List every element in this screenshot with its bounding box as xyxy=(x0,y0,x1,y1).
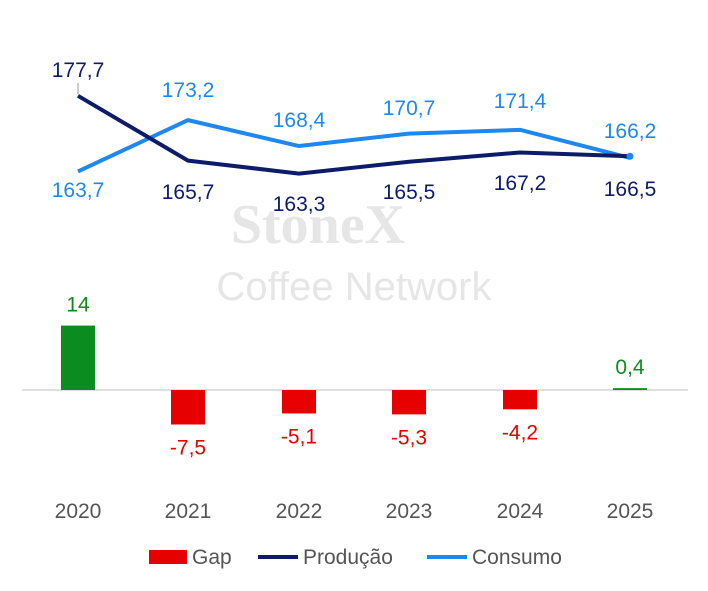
data-labels: 14 -7,5 -5,1 -5,3 -4,2 0,4 177,7 165,7 163,3 165,… xyxy=(52,59,657,460)
x-tick-2024: 2024 xyxy=(497,500,544,523)
producao-label-2024: 167,2 xyxy=(494,172,547,195)
consumo-label-2020: 163,7 xyxy=(52,179,105,202)
gap-label-2022: -5,1 xyxy=(281,425,317,448)
x-tick-2025: 2025 xyxy=(607,500,654,523)
watermark: StoneX Coffee Network xyxy=(217,194,493,309)
consumo-label-2022: 168,4 xyxy=(273,109,326,132)
producao-label-2023: 165,5 xyxy=(383,181,436,204)
x-tick-2022: 2022 xyxy=(276,500,323,523)
gap-bar-2023 xyxy=(392,390,426,415)
x-tick-2023: 2023 xyxy=(386,500,433,523)
gap-bars xyxy=(61,325,647,425)
gap-bar-2024 xyxy=(503,390,537,410)
gap-label-2024: -4,2 xyxy=(502,421,538,444)
watermark-coffee-network: Coffee Network xyxy=(217,265,493,309)
gap-label-2021: -7,5 xyxy=(170,437,206,460)
gap-label-2025: 0,4 xyxy=(615,356,645,379)
consumo-label-2023: 170,7 xyxy=(383,97,436,120)
consumo-label-2025: 166,2 xyxy=(604,120,657,143)
consumo-label-2024: 171,4 xyxy=(494,90,547,113)
gap-label-2023: -5,3 xyxy=(391,426,427,449)
producao-line xyxy=(76,94,631,176)
line-series xyxy=(76,83,634,176)
consumo-end-marker xyxy=(626,152,634,160)
gap-bar-2020 xyxy=(61,325,95,390)
producao-label-2021: 165,7 xyxy=(162,181,215,204)
gap-bar-2022 xyxy=(282,390,316,414)
legend-label-producao: Produção xyxy=(303,546,393,569)
consumo-line xyxy=(77,118,631,174)
gap-bar-2025 xyxy=(613,388,647,390)
gap-label-2020: 14 xyxy=(66,294,90,317)
x-axis-ticks: 2020 2021 2022 2023 2024 2025 xyxy=(55,500,654,523)
watermark-stonex: StoneX xyxy=(231,194,405,256)
producao-label-2025: 166,5 xyxy=(604,178,657,201)
legend-label-gap: Gap xyxy=(192,546,232,569)
producao-label-2020: 177,7 xyxy=(52,59,105,82)
gap-bar-2021 xyxy=(171,390,205,425)
x-tick-2020: 2020 xyxy=(55,500,102,523)
legend-swatch-gap xyxy=(149,550,187,564)
producao-label-2022: 163,3 xyxy=(273,193,326,216)
legend: Gap Produção Consumo xyxy=(149,546,562,569)
consumo-label-2021: 173,2 xyxy=(162,79,215,102)
legend-label-consumo: Consumo xyxy=(472,546,562,569)
x-tick-2021: 2021 xyxy=(165,500,212,523)
